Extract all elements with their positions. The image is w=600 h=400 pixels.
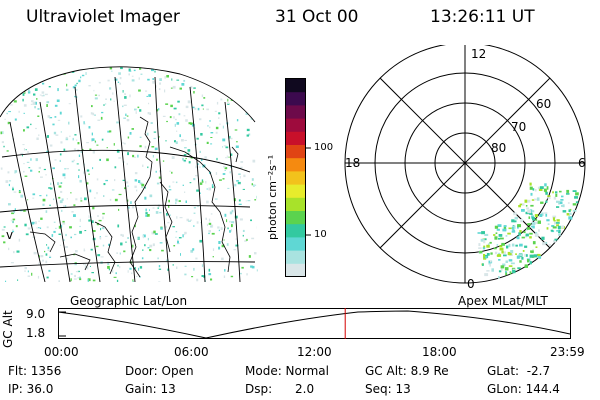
mlt-label-0: 0 [467, 277, 475, 291]
y-tick-9: 9.0 [26, 307, 46, 321]
coastlines [29, 116, 239, 278]
lat-label-80: 80 [491, 141, 507, 155]
lat-label-60: 60 [536, 97, 552, 111]
gc-alt-axis-title: GC Alt [1, 310, 15, 348]
lat-lon-grid [0, 66, 256, 282]
gc-altitude: GC Alt: 8.9 Re [365, 364, 449, 378]
geographic-label: Geographic Lat/Lon [70, 294, 188, 308]
flight-number: Flt: 1356 [8, 364, 62, 378]
colorbar-tick-100: 100 [314, 142, 334, 153]
x-tick-2359: 23:59 [550, 345, 585, 359]
mode-status: Mode: Normal [245, 364, 329, 378]
lat-label-70: 70 [511, 120, 527, 134]
sequence-number: Seq: 13 [365, 382, 411, 396]
dsp-value: Dsp: 2.0 [245, 382, 315, 396]
mlt-label-18: 18 [345, 156, 361, 170]
colorbar-unit-label: photon cm⁻²s⁻¹ [266, 154, 279, 240]
geographic-image-panel: v [0, 66, 258, 282]
y-tick-1-8: 1.8 [26, 326, 46, 340]
geographic-longitude: GLon: 144.4 [487, 382, 560, 396]
svg-text:v: v [6, 228, 13, 242]
polar-mlt-plot [344, 45, 586, 284]
mlt-label-6: 6 [578, 156, 586, 170]
colorbar [285, 78, 311, 277]
instrument-title: Ultraviolet Imager [26, 7, 180, 27]
x-tick-1800: 18:00 [422, 345, 457, 359]
altitude-timeline [58, 308, 571, 339]
x-tick-0600: 06:00 [174, 345, 209, 359]
time-label: 13:26:11 UT [430, 7, 535, 27]
date-label: 31 Oct 00 [275, 7, 359, 27]
mlt-label-12: 12 [471, 47, 487, 61]
x-tick-1200: 12:00 [297, 345, 332, 359]
apex-label: Apex MLat/MLT [458, 294, 548, 308]
ip-value: IP: 36.0 [8, 382, 54, 396]
x-tick-0000: 00:00 [44, 345, 79, 359]
door-status: Door: Open [125, 364, 194, 378]
colorbar-tick-10: 10 [314, 229, 327, 240]
gain-value: Gain: 13 [125, 382, 176, 396]
geographic-latitude: GLat: -2.7 [487, 364, 551, 378]
